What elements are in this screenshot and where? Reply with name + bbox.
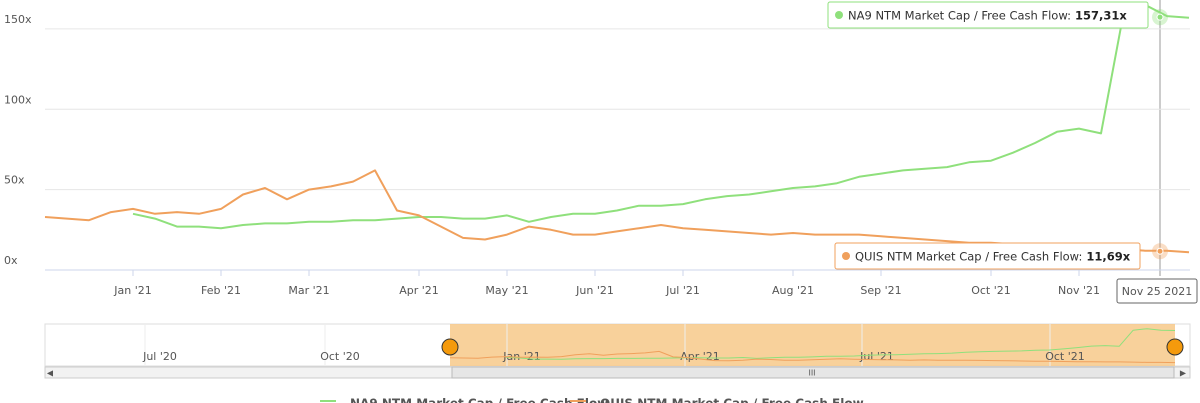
date-tooltip — [1116, 278, 1198, 304]
legend-label[interactable]: QUIS NTM Market Cap / Free Cash Flow — [600, 397, 864, 403]
tooltip-label: NA9 NTM Market Cap / Free Cash Flow: — [848, 9, 1071, 23]
x-tick-label: May '21 — [485, 284, 528, 297]
scrollbar-thumb[interactable] — [451, 366, 1175, 379]
navigator-label: Jan '21 — [502, 350, 540, 363]
navigator-line — [505, 328, 1176, 360]
navigator-line — [449, 350, 1176, 364]
navigator-label: Oct '20 — [320, 350, 360, 363]
navigator-label: Jul '20 — [142, 350, 177, 363]
y-tick-label: 100x — [4, 93, 32, 106]
tooltip-label: QUIS NTM Market Cap / Free Cash Flow: — [855, 250, 1082, 264]
hover-point-core — [1156, 247, 1164, 255]
x-tick-label: Feb '21 — [201, 284, 241, 297]
navigator-handle[interactable] — [441, 338, 459, 356]
x-tick-label: Oct '21 — [971, 284, 1011, 297]
navigator-label: Apr '21 — [680, 350, 720, 363]
y-tick-label: 0x — [4, 254, 18, 267]
tooltip — [827, 1, 1149, 29]
x-tick-label: Sep '21 — [860, 284, 901, 297]
navigator-handle[interactable] — [1166, 338, 1184, 356]
navigator-label: Oct '21 — [1045, 350, 1085, 363]
x-tick-label: Jul '21 — [665, 284, 700, 297]
tooltip-value: 11,69x — [1086, 250, 1130, 264]
tooltip-value: 157,31x — [1075, 9, 1127, 23]
y-tick-label: 150x — [4, 13, 32, 26]
x-tick-label: Aug '21 — [772, 284, 814, 297]
tooltip — [834, 242, 1141, 270]
x-tick-label: Mar '21 — [288, 284, 329, 297]
x-tick-label: Jun '21 — [575, 284, 614, 297]
hover-point-core — [1156, 13, 1164, 21]
x-tick-label: Apr '21 — [399, 284, 439, 297]
navigator-label: Jul '21 — [859, 350, 894, 363]
tooltip-marker — [835, 11, 843, 19]
legend-label[interactable]: NA9 NTM Market Cap / Free Cash Flow — [350, 397, 608, 403]
x-tick-label: Nov '21 — [1058, 284, 1100, 297]
scroll-right[interactable]: ▶ — [1180, 369, 1187, 378]
series-line — [132, 3, 1190, 230]
x-tick-label: Jan '21 — [113, 284, 151, 297]
scroll-left[interactable]: ◀ — [47, 369, 54, 378]
scrollbar-grip[interactable]: III — [808, 369, 815, 378]
tooltip-marker — [842, 252, 850, 260]
y-tick-label: 50x — [4, 174, 25, 187]
date-tooltip-label: Nov 25 2021 — [1122, 285, 1192, 298]
